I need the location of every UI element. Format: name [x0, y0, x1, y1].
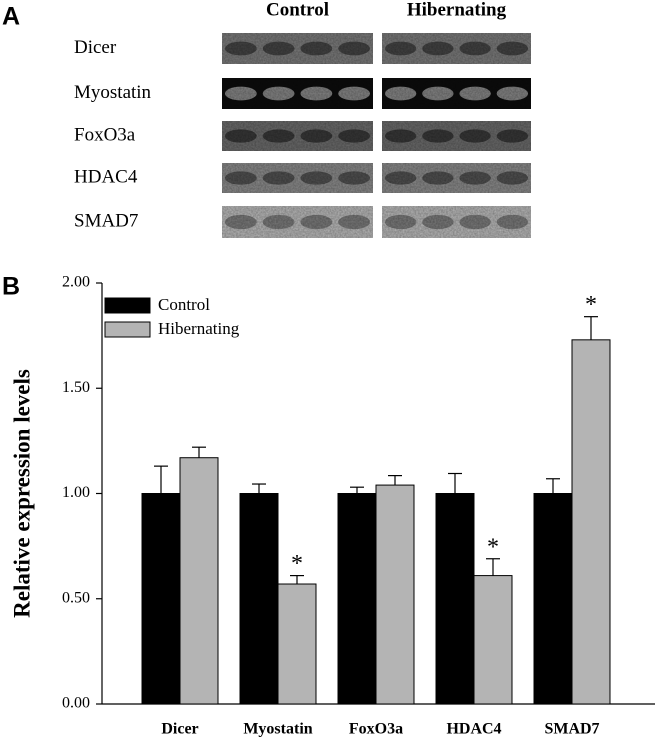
error-bar — [350, 486, 364, 494]
blot-texture — [382, 121, 531, 151]
error-bar — [290, 574, 304, 585]
group-label: Control — [266, 0, 329, 20]
protein-label: FoxO3a — [74, 124, 136, 145]
legend-label: Hibernating — [158, 319, 240, 338]
panel-label: A — [2, 3, 20, 31]
y-axis-label: Relative expression levels — [9, 369, 34, 618]
y-tick-label: 1.50 — [62, 379, 90, 396]
bar — [435, 493, 475, 705]
error-bar — [388, 475, 402, 486]
bar — [473, 575, 513, 705]
x-tick-label: Myostatin — [243, 721, 312, 738]
error-bar — [546, 478, 560, 494]
error-bar — [192, 446, 206, 458]
blot-texture — [382, 78, 531, 109]
significance-mark: * — [291, 551, 303, 577]
error-bar — [448, 472, 462, 494]
bar — [179, 457, 219, 705]
blot-texture — [222, 163, 373, 193]
y-tick-label: 2.00 — [62, 274, 90, 291]
protein-label: Myostatin — [74, 82, 152, 103]
x-tick-label: FoxO3a — [349, 721, 403, 738]
legend-swatch — [104, 321, 151, 338]
bar — [533, 493, 573, 705]
blot-texture — [222, 33, 373, 64]
bar — [239, 493, 279, 705]
x-tick-label: Dicer — [161, 721, 198, 738]
blot-texture — [222, 206, 373, 238]
panel-label: B — [2, 273, 20, 301]
bar — [571, 339, 611, 705]
blot-texture — [382, 163, 531, 193]
y-tick-label: 1.00 — [62, 484, 90, 501]
x-tick-label: SMAD7 — [544, 721, 599, 738]
significance-mark: * — [487, 534, 499, 560]
protein-label: HDAC4 — [74, 166, 138, 187]
blot-texture — [222, 78, 373, 109]
blot-texture — [382, 206, 531, 238]
x-tick-label: HDAC4 — [446, 721, 501, 738]
blot-texture — [382, 33, 531, 64]
error-bar — [584, 316, 598, 340]
y-tick-label: 0.50 — [62, 589, 90, 606]
y-tick-label: 0.00 — [62, 695, 90, 712]
significance-mark: * — [585, 292, 597, 318]
protein-label: Dicer — [74, 37, 117, 58]
blot-texture — [222, 121, 373, 151]
error-bar — [154, 465, 168, 494]
error-bar — [486, 558, 500, 576]
bar — [277, 583, 317, 705]
group-label: Hibernating — [407, 0, 507, 20]
error-bar — [252, 483, 266, 494]
protein-label: SMAD7 — [74, 210, 138, 231]
bar — [141, 493, 181, 705]
legend-swatch — [104, 297, 151, 314]
legend-label: Control — [158, 295, 210, 314]
bar — [375, 484, 415, 705]
bar — [337, 493, 377, 705]
